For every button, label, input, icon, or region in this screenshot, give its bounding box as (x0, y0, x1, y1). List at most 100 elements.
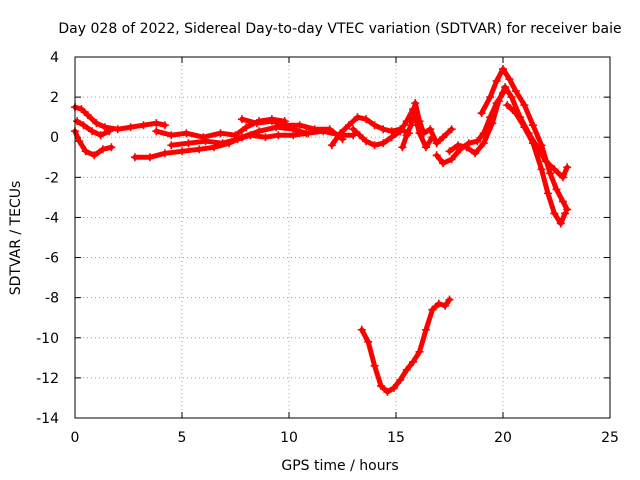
data-point (98, 145, 107, 154)
series-track-7 (237, 115, 347, 144)
series-track-3 (73, 117, 114, 140)
data-point (415, 347, 424, 356)
series-layer (71, 65, 572, 396)
data-point (304, 129, 313, 138)
data-point (507, 93, 516, 102)
x-tick-label: 0 (71, 430, 80, 446)
data-point (152, 127, 161, 136)
data-point (479, 139, 488, 148)
data-point (274, 131, 283, 140)
data-point (402, 131, 411, 140)
data-point (387, 133, 396, 142)
series-line (72, 104, 168, 132)
series-track-9 (349, 105, 437, 152)
series-track-15 (357, 295, 454, 396)
data-point (546, 169, 555, 178)
data-point (113, 125, 122, 134)
data-point (492, 77, 501, 86)
data-point (73, 117, 82, 126)
data-point (499, 65, 507, 74)
data-point (447, 155, 456, 164)
data-point (415, 117, 424, 126)
data-point (379, 139, 388, 148)
x-tick-label: 25 (601, 430, 619, 446)
data-point (88, 127, 97, 136)
data-point (445, 295, 454, 304)
data-point (75, 137, 84, 146)
data-point (167, 141, 176, 150)
data-point (421, 143, 430, 152)
data-point (242, 123, 251, 132)
data-point (550, 165, 559, 174)
data-point (477, 109, 486, 118)
data-point (402, 365, 411, 374)
data-point (218, 139, 227, 148)
data-point (505, 75, 514, 84)
data-point (501, 83, 510, 92)
y-tick-label: -8 (45, 291, 59, 307)
data-point (126, 123, 135, 132)
data-point (370, 141, 379, 150)
series-track-2 (71, 127, 116, 160)
data-point (167, 131, 176, 140)
data-point (90, 151, 99, 160)
data-point (353, 113, 362, 122)
data-point (396, 375, 405, 384)
data-point (419, 129, 428, 138)
data-point (398, 143, 407, 152)
data-point (139, 121, 148, 130)
data-point (556, 219, 565, 228)
data-point (396, 127, 405, 136)
data-point (282, 121, 291, 130)
data-point (325, 125, 334, 134)
data-point (528, 139, 537, 148)
data-point (267, 117, 276, 126)
data-point (434, 299, 443, 308)
data-point (563, 163, 572, 172)
data-point (558, 173, 567, 182)
series-line (350, 106, 435, 150)
y-tick-label: -10 (36, 331, 59, 347)
data-point (252, 119, 261, 128)
y-tick-label: 0 (50, 130, 59, 146)
data-point (383, 387, 392, 396)
series-line (504, 102, 568, 226)
y-tick-label: 4 (50, 50, 59, 66)
data-point (237, 115, 246, 124)
data-point (145, 153, 154, 162)
data-point (511, 109, 520, 118)
data-point (561, 209, 570, 218)
data-point (79, 121, 88, 130)
x-tick-label: 20 (494, 430, 512, 446)
data-point (550, 209, 559, 218)
data-point (160, 149, 169, 158)
data-point (377, 381, 386, 390)
y-axis-label: SDTVAR / TECUs (8, 181, 24, 296)
data-point (355, 131, 364, 140)
y-tick-label: -12 (36, 371, 59, 387)
data-point (432, 151, 441, 160)
series-track-13 (477, 65, 572, 214)
series-track-10 (398, 99, 456, 152)
series-line (479, 66, 570, 212)
data-point (447, 125, 456, 134)
series-line (399, 100, 455, 150)
data-point (486, 93, 495, 102)
data-point (160, 121, 169, 130)
data-point (445, 147, 454, 156)
series-track-8 (327, 113, 413, 150)
data-point (439, 133, 448, 142)
series-track-12 (445, 83, 572, 182)
data-point (370, 121, 379, 130)
data-point (105, 127, 114, 136)
plot-frame (74, 56, 611, 419)
y-tick-label: -14 (36, 411, 59, 427)
y-tick-label: -2 (45, 170, 59, 186)
data-point (349, 125, 358, 134)
data-point (370, 361, 379, 370)
data-point (471, 149, 480, 158)
x-tick-label: 10 (280, 430, 298, 446)
data-point (216, 129, 225, 138)
data-point (488, 119, 497, 128)
